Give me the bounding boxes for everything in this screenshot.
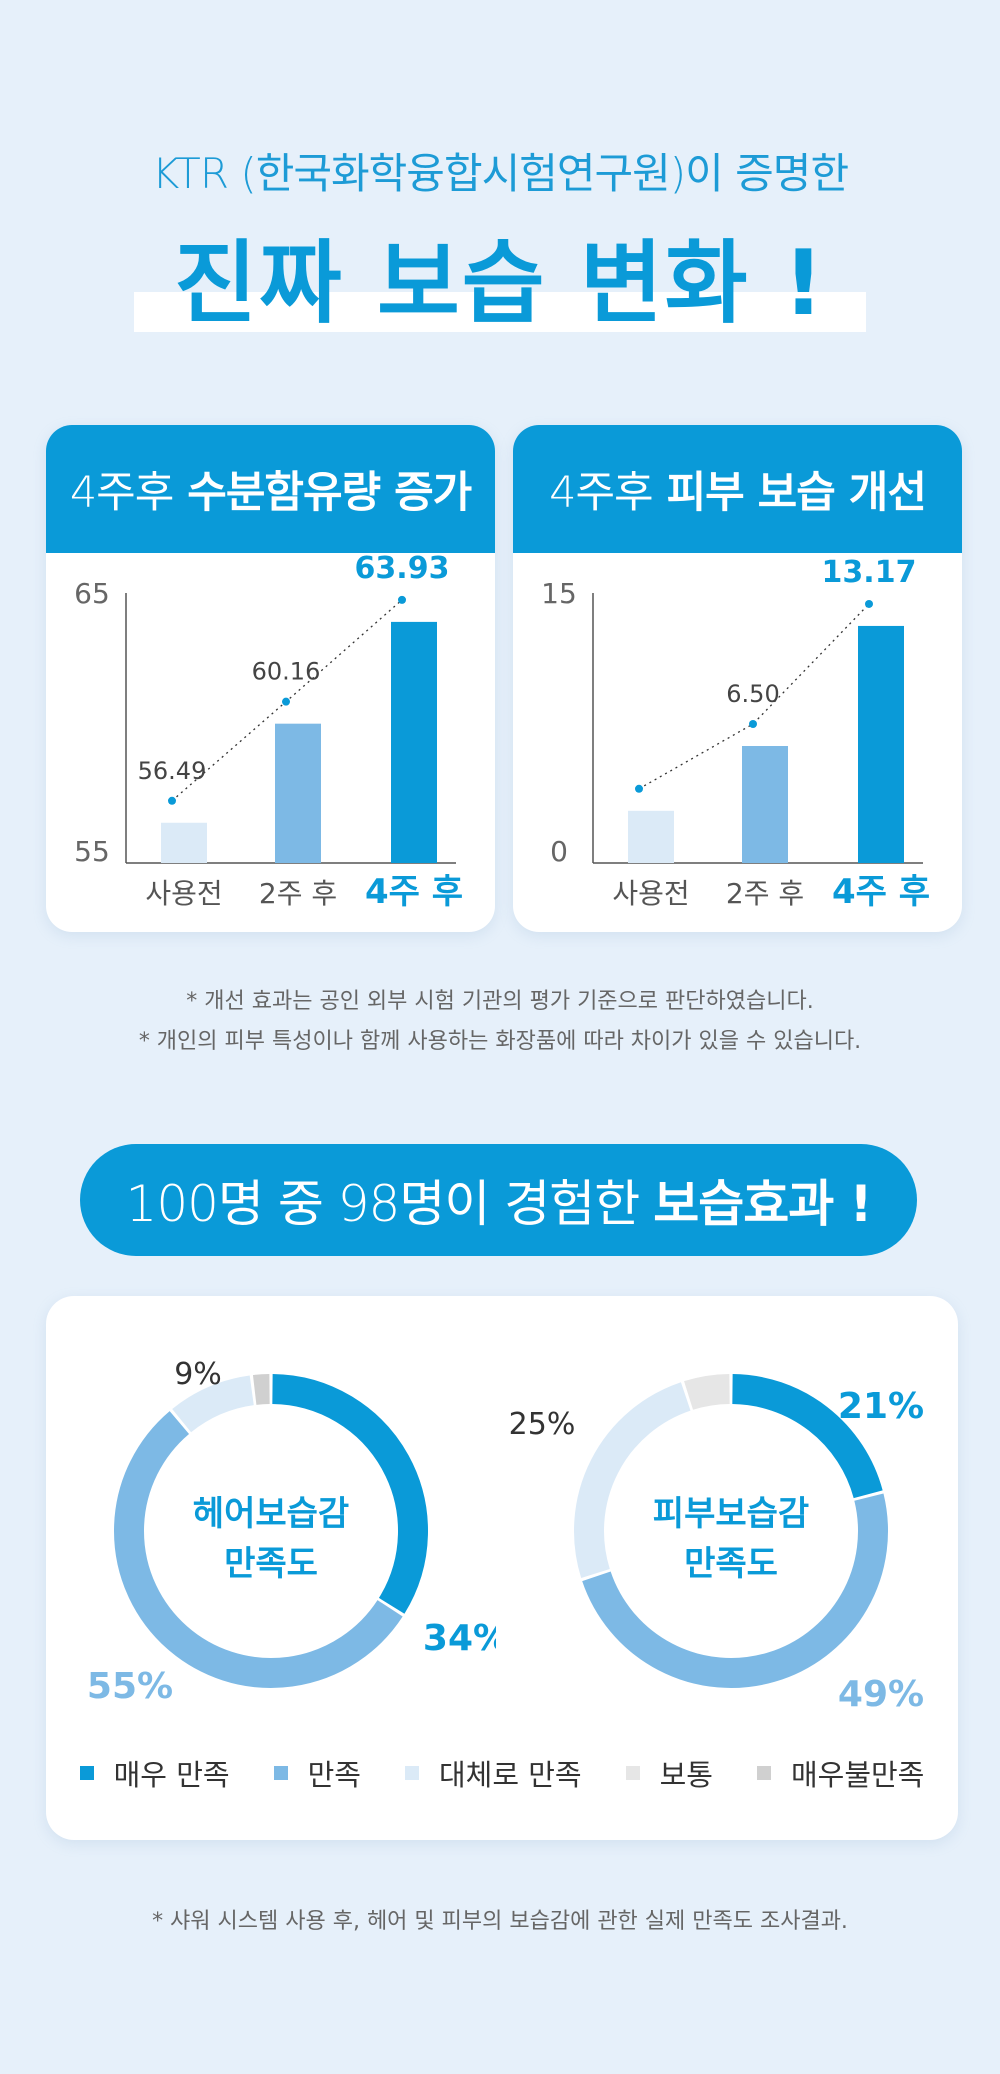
slice-label: 49% (838, 1674, 924, 1715)
data-label: 63.93 (355, 553, 450, 586)
bar (858, 625, 904, 863)
data-label: 56.49 (138, 757, 207, 785)
slice-label: 34% (423, 1618, 496, 1659)
legend-label: 대체로 만족 (438, 1758, 582, 1792)
x-tick-label: 4주 후 (365, 872, 463, 912)
slice-label: 21% (838, 1386, 924, 1427)
bar (391, 621, 437, 863)
data-label: 60.16 (252, 658, 321, 686)
card-header-prefix: 4주후 (69, 468, 174, 518)
trend-point (865, 599, 873, 608)
donut-slice (272, 1374, 428, 1614)
legend-swatch (625, 1766, 640, 1780)
legend-label: 보통 (659, 1758, 713, 1792)
trend-line (638, 603, 870, 790)
legend-label: 매우불만족 (790, 1758, 925, 1792)
legend-item: 매우불만족 (756, 1752, 925, 1794)
legend-swatch (756, 1766, 771, 1780)
legend-item: 보통 (625, 1752, 713, 1794)
disclaimer-line: * 개인의 피부 특성이나 함께 사용하는 화장품에 따라 차이가 있을 수 있… (138, 1029, 862, 1054)
card-header-prefix: 4주후 (549, 468, 653, 518)
legend-item: 대체로 만족 (404, 1752, 582, 1794)
disclaimer-line: * 개선 효과는 공인 외부 시험 기관의 평가 기준으로 판단하였습니다. (186, 989, 814, 1014)
skin-bar-chart: 15 0 사용전 2주 후 4주 후 6.50 13.17 (541, 555, 930, 912)
page-headline: 진짜 보습 변화 ! (174, 231, 826, 336)
y-tick-label: 65 (74, 577, 110, 610)
trend-point (635, 784, 643, 793)
moisture-content-card: 4주후 수분함유량 증가 65 55 사용전 2주 후 4주 후 56.49 60.16 63… (46, 425, 495, 932)
slice-label: 55% (87, 1666, 173, 1707)
legend-item: 만족 (273, 1752, 361, 1794)
bar (628, 810, 674, 863)
donut-slice (252, 1374, 270, 1405)
legend-label: 만족 (307, 1758, 361, 1792)
data-label: 6.50 (726, 680, 779, 708)
donut-slice (574, 1382, 691, 1578)
donut-slice (172, 1375, 255, 1433)
donut-slice (582, 1493, 888, 1688)
moisture-bar-chart: 65 55 사용전 2주 후 4주 후 56.49 60.16 63.93 (74, 553, 463, 912)
donut-slice (684, 1374, 731, 1410)
bar (275, 723, 321, 863)
survey-footnote: * 샤워 시스템 사용 후, 헤어 및 피부의 보습감에 관한 실제 만족도 조… (152, 1909, 848, 1934)
x-tick-label: 2주 후 (259, 877, 337, 910)
legend-item: 매우 만족 (79, 1752, 230, 1794)
trend-point (282, 697, 290, 706)
legend-swatch (273, 1766, 288, 1780)
x-tick-label: 사용전 (612, 877, 689, 910)
x-tick-label: 2주 후 (726, 877, 804, 910)
legend-swatch (404, 1766, 419, 1780)
legend-swatch (79, 1766, 94, 1780)
survey-banner: 100명 중 98명이 경험한 보습효과 ! (80, 1144, 917, 1256)
donut-legend: 매우 만족 만족 대체로 만족 보통 매우불만족 (46, 1752, 958, 1794)
disclaimer-notes: * 개선 효과는 공인 외부 시험 기관의 평가 기준으로 판단하였습니다. *… (0, 982, 1000, 1062)
donut-center-label: 만족도 (684, 1544, 778, 1584)
card-header: 4주후 수분함유량 증가 (46, 425, 495, 553)
donut-slice (114, 1411, 403, 1688)
slice-label: 25% (509, 1407, 576, 1442)
headline-wrap: 진짜 보습 변화 ! (0, 210, 1000, 340)
skin-moisture-card: 4주후 피부 보습 개선 15 0 사용전 2주 후 4주 후 6.50 13.17 (513, 425, 962, 932)
legend-label: 매우 만족 (113, 1758, 230, 1792)
survey-banner-bold: 보습효과 ! (653, 1175, 872, 1233)
bar (161, 822, 207, 863)
trend-point (168, 796, 176, 805)
card-header-title: 피부 보습 개선 (666, 468, 927, 518)
donut-center-label: 헤어보습감 (193, 1494, 349, 1534)
trend-point (749, 720, 757, 728)
trend-point (398, 595, 406, 604)
survey-banner-prefix: 100명 중 98명이 경험한 (125, 1175, 641, 1233)
y-tick-label: 0 (550, 835, 568, 868)
card-header: 4주후 피부 보습 개선 (513, 425, 962, 553)
y-tick-label: 55 (74, 835, 110, 868)
y-tick-label: 15 (541, 577, 577, 610)
slice-label: 9% (174, 1357, 222, 1392)
bar (742, 746, 788, 863)
donut-center-label: 만족도 (224, 1544, 318, 1584)
headline-highlight (134, 292, 866, 332)
data-label: 13.17 (822, 555, 917, 590)
x-tick-label: 4주 후 (832, 872, 930, 912)
card-header-title: 수분함유량 증가 (187, 468, 472, 518)
donut-slice (731, 1374, 883, 1499)
x-tick-label: 사용전 (145, 877, 222, 910)
donut-center-label: 피부보습감 (653, 1494, 809, 1534)
page-subtitle: KTR (한국화학융합시험연구원)이 증명한 (151, 149, 849, 198)
